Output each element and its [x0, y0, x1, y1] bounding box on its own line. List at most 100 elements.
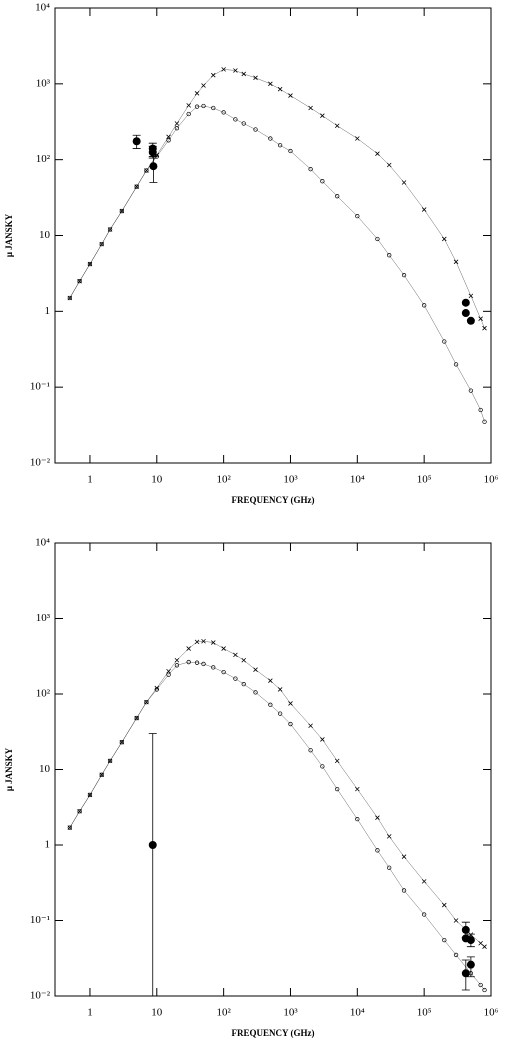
cross-marker: [210, 640, 216, 645]
y-tick-label: 10³: [36, 77, 51, 89]
y-tick-label: 10²: [36, 688, 51, 700]
circle-marker: [186, 659, 191, 665]
circle-marker: [478, 407, 483, 413]
y-axis-label: μ JANSKY: [4, 747, 14, 791]
plot-frame: [54, 7, 492, 464]
y-tick-label: 10⁻²: [30, 990, 51, 1002]
x-tick-label: 1: [87, 474, 93, 486]
circle-marker: [107, 227, 113, 232]
x-tick-label: 10⁵: [417, 474, 432, 486]
data-point: [466, 936, 475, 945]
circle-marker: [186, 111, 191, 117]
data-point: [466, 316, 475, 325]
x-tick-label: 10⁴: [350, 1007, 365, 1019]
data-point: [461, 309, 470, 318]
y-tick-label: 10: [39, 763, 51, 775]
data-point: [461, 925, 470, 934]
cross-marker: [386, 162, 392, 168]
cross-marker: [253, 667, 258, 672]
circle-marker: [442, 937, 447, 943]
cross-marker: [201, 83, 206, 88]
cross-marker: [320, 737, 325, 742]
circle-marker: [154, 687, 159, 692]
cross-marker: [320, 113, 325, 118]
data-point: [148, 841, 157, 849]
circle-marker: [277, 711, 283, 716]
data-point: [461, 969, 470, 978]
cross-marker: [166, 668, 171, 674]
cross-marker: [308, 105, 313, 111]
x-axis-label: FREQUENCY (GHz): [232, 1028, 315, 1038]
cross-marker: [401, 854, 407, 859]
circle-marker: [453, 362, 459, 367]
cross-marker: [441, 902, 447, 908]
cross-marker: [233, 68, 238, 73]
circle-marker: [241, 121, 246, 126]
cross-marker: [277, 687, 283, 692]
cross-marker: [482, 944, 487, 949]
data-point: [132, 137, 141, 146]
cross-marker: [386, 834, 392, 839]
data-point: [149, 162, 158, 171]
cross-marker: [268, 81, 273, 87]
y-tick-label: 10²: [36, 153, 51, 165]
y-tick-label: 1: [45, 305, 51, 317]
circle-marker: [99, 772, 104, 777]
cross-marker: [221, 67, 226, 72]
circle-marker: [355, 816, 360, 822]
cross-marker: [334, 758, 340, 764]
cross-marker: [194, 91, 200, 96]
model-curve: [69, 640, 485, 947]
circle-marker: [107, 758, 113, 764]
x-tick-label: 10⁴: [350, 474, 365, 486]
y-tick-label: 10⁻²: [30, 457, 51, 469]
y-tick-label: 10: [39, 229, 51, 241]
circle-marker: [268, 702, 273, 707]
cross-marker: [441, 236, 447, 242]
circle-marker: [67, 295, 72, 301]
circle-marker: [401, 273, 407, 278]
cross-marker: [154, 685, 160, 691]
x-tick-label: 10⁵: [417, 1007, 432, 1019]
circle-marker: [221, 669, 226, 675]
circle-marker: [166, 138, 171, 143]
circle-marker: [387, 253, 392, 258]
y-tick-label: 10⁴: [35, 537, 50, 549]
cross-marker: [233, 652, 238, 658]
y-tick-label: 10³: [36, 612, 51, 624]
x-tick-label: 10⁶: [484, 474, 499, 486]
data-point: [148, 148, 157, 157]
cross-marker: [288, 701, 293, 706]
circle-marker: [375, 848, 380, 853]
circle-marker: [77, 279, 82, 284]
cross-marker: [174, 121, 180, 126]
circle-marker: [166, 672, 171, 677]
circle-marker: [134, 184, 139, 189]
circle-marker: [233, 676, 238, 681]
circle-marker: [134, 715, 139, 721]
x-axis-label: FREQUENCY (GHz): [232, 495, 315, 505]
circle-marker: [119, 208, 124, 214]
x-tick-label: 10²: [216, 474, 231, 486]
cross-marker: [288, 93, 293, 98]
circle-marker: [422, 912, 427, 917]
data-point: [461, 298, 470, 307]
circle-marker: [355, 213, 360, 219]
cross-marker: [201, 638, 206, 644]
circle-marker: [194, 660, 200, 665]
circle-marker: [478, 982, 483, 988]
cross-marker: [186, 103, 191, 108]
plot-frame: [54, 542, 492, 997]
circle-marker: [233, 117, 238, 122]
circle-marker: [211, 665, 216, 670]
cross-marker: [355, 786, 360, 792]
cross-marker: [401, 180, 407, 185]
x-tick-label: 1: [87, 1007, 93, 1019]
circle-marker: [422, 303, 427, 308]
error-bar: [148, 733, 157, 997]
y-tick-label: 10⁴: [35, 2, 50, 14]
circle-marker: [194, 104, 200, 109]
cross-marker: [478, 316, 483, 321]
circle-marker: [387, 865, 392, 870]
